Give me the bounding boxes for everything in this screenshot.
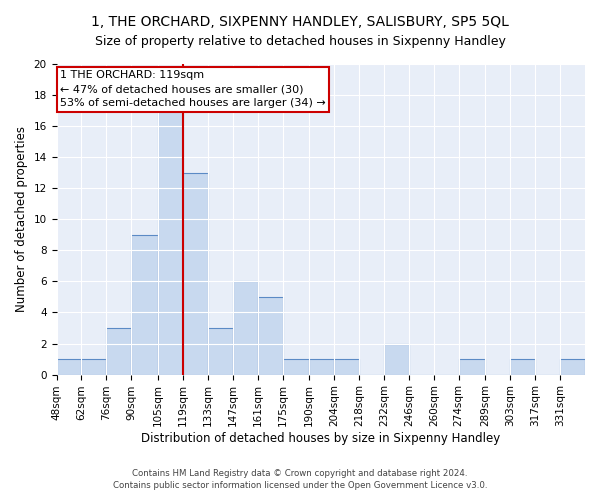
Bar: [233, 282, 257, 374]
Bar: [257, 297, 283, 374]
Bar: [106, 328, 131, 374]
X-axis label: Distribution of detached houses by size in Sixpenny Handley: Distribution of detached houses by size …: [141, 432, 500, 445]
Bar: [283, 359, 309, 374]
Text: 1 THE ORCHARD: 119sqm
← 47% of detached houses are smaller (30)
53% of semi-deta: 1 THE ORCHARD: 119sqm ← 47% of detached …: [60, 70, 326, 108]
Bar: [208, 328, 233, 374]
Bar: [56, 359, 82, 374]
Y-axis label: Number of detached properties: Number of detached properties: [15, 126, 28, 312]
Bar: [334, 359, 359, 374]
Text: Contains HM Land Registry data © Crown copyright and database right 2024.
Contai: Contains HM Land Registry data © Crown c…: [113, 468, 487, 490]
Bar: [458, 359, 485, 374]
Bar: [384, 344, 409, 374]
Bar: [183, 172, 208, 374]
Bar: [309, 359, 334, 374]
Bar: [158, 110, 183, 374]
Text: Size of property relative to detached houses in Sixpenny Handley: Size of property relative to detached ho…: [95, 35, 505, 48]
Text: 1, THE ORCHARD, SIXPENNY HANDLEY, SALISBURY, SP5 5QL: 1, THE ORCHARD, SIXPENNY HANDLEY, SALISB…: [91, 15, 509, 29]
Bar: [82, 359, 106, 374]
Bar: [510, 359, 535, 374]
Bar: [131, 235, 158, 374]
Bar: [560, 359, 585, 374]
